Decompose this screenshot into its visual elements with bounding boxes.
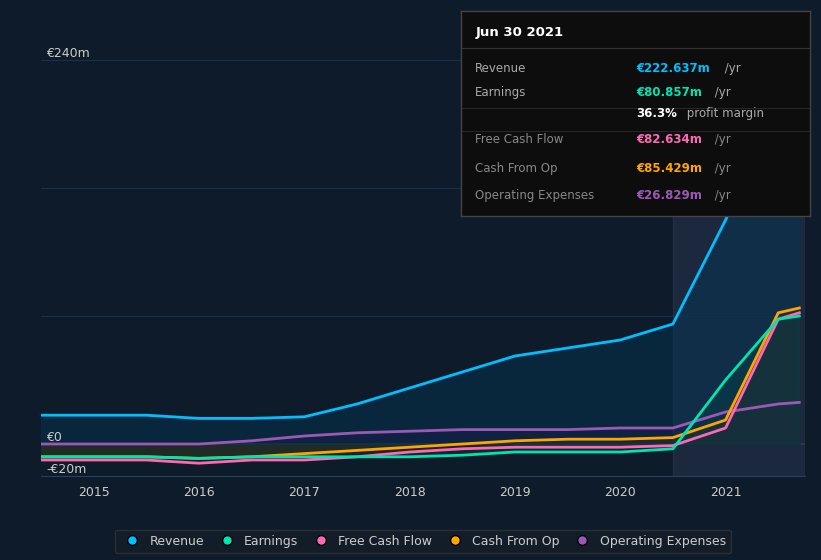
Text: €26.829m: €26.829m — [636, 189, 702, 202]
Text: /yr: /yr — [711, 86, 731, 100]
Text: /yr: /yr — [711, 133, 731, 147]
Text: Earnings: Earnings — [475, 86, 527, 100]
Text: €240m: €240m — [46, 47, 90, 60]
Text: 36.3%: 36.3% — [636, 107, 677, 120]
Text: /yr: /yr — [711, 189, 731, 202]
Legend: Revenue, Earnings, Free Cash Flow, Cash From Op, Operating Expenses: Revenue, Earnings, Free Cash Flow, Cash … — [115, 530, 731, 553]
Text: -€20m: -€20m — [46, 463, 87, 476]
Text: €0: €0 — [46, 431, 62, 444]
Text: Revenue: Revenue — [475, 62, 527, 75]
Text: /yr: /yr — [721, 62, 741, 75]
Text: Jun 30 2021: Jun 30 2021 — [475, 26, 563, 39]
Text: /yr: /yr — [711, 162, 731, 175]
Text: Free Cash Flow: Free Cash Flow — [475, 133, 564, 147]
Text: €222.637m: €222.637m — [636, 62, 709, 75]
Bar — [673, 28, 805, 476]
Text: €82.634m: €82.634m — [636, 133, 702, 147]
Text: Operating Expenses: Operating Expenses — [475, 189, 594, 202]
Text: €80.857m: €80.857m — [636, 86, 702, 100]
Text: profit margin: profit margin — [683, 107, 764, 120]
Text: Cash From Op: Cash From Op — [475, 162, 557, 175]
Text: €85.429m: €85.429m — [636, 162, 702, 175]
